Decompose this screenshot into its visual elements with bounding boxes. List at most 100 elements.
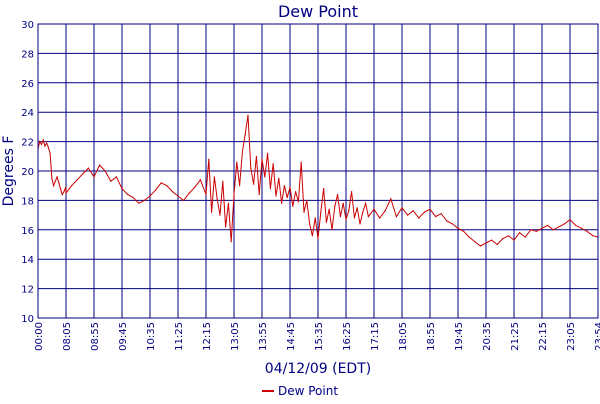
data-point: [76, 179, 78, 181]
data-point: [320, 211, 322, 213]
x-tick-label: 21:25: [510, 322, 521, 351]
data-point: [54, 180, 56, 182]
data-point: [586, 230, 588, 232]
data-point: [115, 176, 117, 178]
data-point: [451, 223, 453, 225]
data-point: [138, 202, 140, 204]
data-point: [474, 241, 476, 243]
data-point: [295, 191, 297, 193]
data-point: [390, 198, 392, 200]
y-tick-label: 20: [21, 167, 34, 178]
data-point: [132, 196, 134, 199]
data-point: [110, 180, 112, 182]
legend-label: Dew Point: [278, 384, 338, 398]
y-tick-label: 26: [21, 79, 34, 90]
y-axis-label: Degrees F: [1, 136, 17, 207]
x-tick-label: 08:55: [90, 322, 101, 351]
data-point: [342, 202, 344, 204]
data-point: [401, 207, 403, 209]
data-point: [309, 223, 311, 225]
data-point: [121, 188, 123, 190]
y-tick-label: 22: [21, 138, 34, 149]
data-point: [44, 145, 46, 147]
data-point: [558, 226, 560, 228]
data-point: [51, 177, 53, 179]
x-tick-label: 11:25: [174, 322, 185, 351]
data-point: [286, 196, 288, 199]
data-point: [314, 217, 316, 219]
data-point: [328, 208, 330, 210]
data-point: [183, 199, 185, 201]
data-point: [199, 179, 201, 181]
data-point: [160, 182, 162, 184]
data-point: [323, 188, 325, 190]
data-point: [418, 217, 420, 219]
data-point: [177, 195, 179, 197]
data-point: [61, 193, 63, 196]
data-point: [53, 185, 55, 187]
data-point: [46, 142, 48, 144]
x-tick-label: 16:25: [342, 322, 353, 351]
data-point: [479, 245, 481, 247]
x-axis-label: 04/12/09 (EDT): [265, 361, 371, 377]
x-tick-label: 09:45: [118, 322, 129, 351]
data-point: [63, 191, 65, 193]
data-point: [334, 205, 336, 207]
data-point: [166, 185, 168, 187]
data-point: [395, 216, 397, 218]
data-point: [541, 227, 543, 229]
data-point: [457, 227, 459, 229]
data-point: [104, 170, 106, 172]
y-tick-label: 18: [21, 196, 34, 207]
series-line-dew-point: [37, 115, 599, 247]
data-point: [244, 133, 246, 135]
y-tick-label: 14: [21, 255, 34, 266]
data-point: [65, 186, 67, 188]
data-point: [496, 243, 498, 246]
data-point: [143, 199, 145, 201]
y-tick-label: 12: [21, 285, 34, 296]
data-point: [563, 223, 566, 225]
data-point: [348, 210, 350, 212]
data-point: [407, 214, 409, 216]
data-point: [258, 193, 260, 196]
data-point: [463, 230, 465, 232]
data-point: [275, 195, 277, 197]
data-point: [205, 193, 207, 196]
data-point: [239, 185, 241, 187]
data-point: [58, 182, 60, 184]
data-point: [127, 193, 129, 196]
data-point: [292, 205, 294, 207]
data-point: [379, 217, 381, 219]
grid: [37, 23, 599, 319]
data-point: [87, 167, 89, 169]
data-point: [149, 195, 151, 197]
x-tick-label: 13:55: [258, 322, 269, 351]
data-point: [283, 185, 285, 187]
x-tick-label: 23:05: [566, 322, 577, 351]
data-point: [303, 211, 305, 213]
data-point: [213, 176, 215, 178]
data-point: [325, 221, 327, 223]
x-tick-label: 13:05: [230, 322, 241, 351]
data-point: [267, 152, 269, 154]
x-axis-ticks: 00:00 08:05 08:55 09:45 10:35 11:25 12:15 13:05…: [34, 322, 600, 351]
data-point: [247, 114, 249, 116]
data-point: [535, 230, 538, 232]
data-point: [345, 218, 347, 221]
data-point: [384, 210, 386, 212]
x-tick-label: 15:35: [314, 322, 325, 351]
y-axis-ticks: 10 12 14 16 18 20 22 24 26 28 30: [21, 20, 34, 325]
x-tick-label: 10:35: [146, 322, 157, 351]
data-point: [429, 208, 431, 210]
x-tick-label: 12:15: [202, 322, 213, 351]
data-point: [502, 238, 504, 240]
y-tick-label: 30: [21, 20, 34, 31]
x-tick-label: 00:00: [34, 322, 45, 351]
plot-frame: [37, 23, 599, 319]
data-point: [580, 227, 583, 229]
data-point: [353, 217, 355, 219]
data-point: [236, 161, 238, 163]
